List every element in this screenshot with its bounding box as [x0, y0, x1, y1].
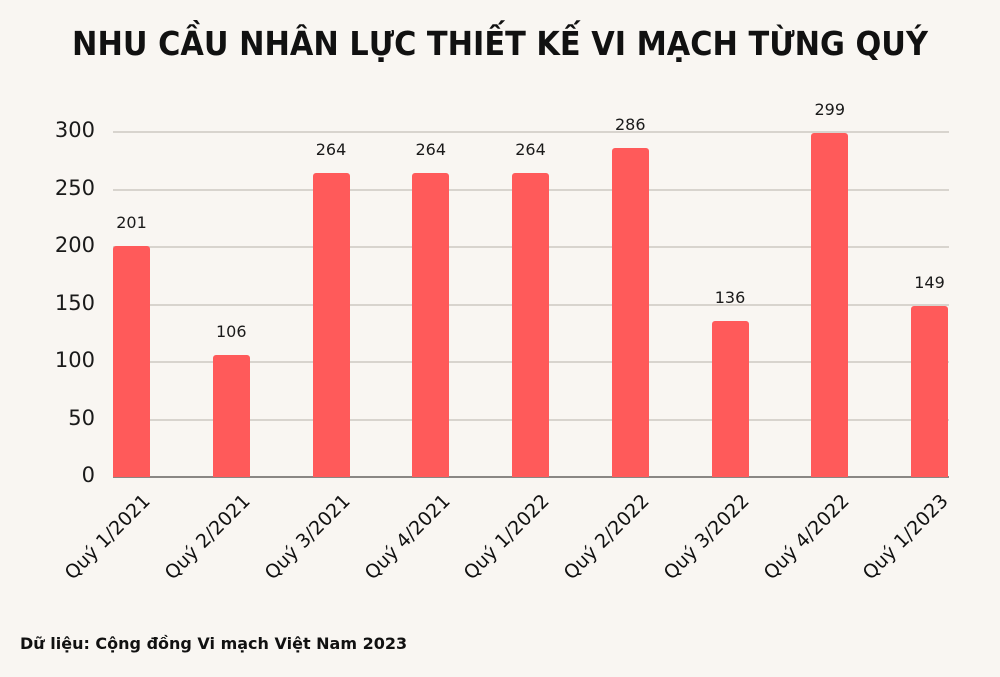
x-axis-category-label: Quý 3/2021 — [260, 490, 355, 585]
y-axis-tick-label: 0 — [81, 463, 95, 487]
bar — [711, 320, 749, 477]
x-axis-category-label: Quý 1/2023 — [858, 490, 954, 585]
bar — [512, 173, 549, 477]
y-axis-tick-label: 50 — [68, 405, 95, 430]
bar — [412, 173, 450, 477]
bar — [911, 305, 948, 477]
x-axis-category-label: Quý 1/2021 — [60, 490, 156, 585]
bar — [212, 355, 250, 477]
x-axis-category-label: Quý 4/2022 — [759, 490, 854, 585]
bar — [312, 173, 350, 477]
y-axis-tick-label: 100 — [54, 348, 95, 372]
bar — [611, 148, 649, 477]
x-axis-category-label: Quý 1/2022 — [459, 490, 555, 585]
y-axis-tick-label: 150 — [54, 290, 95, 315]
bar — [113, 245, 150, 477]
gridline — [113, 131, 949, 133]
x-axis-category-label: Quý 4/2021 — [360, 490, 455, 585]
x-axis-category-label: Quý 2/2022 — [559, 490, 654, 585]
bar-value-label: 201 — [116, 212, 147, 232]
chart-title: NHU CẦU NHÂN LỰC THIẾT KẾ VI MẠCH TỪNG Q… — [72, 24, 928, 63]
data-source-note: Dữ liệu: Cộng đồng Vi mạch Việt Nam 2023 — [20, 634, 408, 653]
y-axis-tick-label: 200 — [54, 233, 95, 257]
bar-value-label: 299 — [814, 100, 846, 120]
bar-value-label: 264 — [315, 140, 347, 160]
x-axis-category-label: Quý 3/2022 — [659, 490, 754, 585]
x-axis-category-label: Quý 2/2021 — [160, 490, 255, 585]
bar-value-label: 286 — [614, 115, 646, 135]
bar-value-label: 149 — [914, 272, 945, 292]
y-axis-tick-label: 300 — [54, 118, 95, 142]
bar-value-label: 136 — [714, 287, 746, 307]
bar-value-label: 106 — [215, 322, 247, 342]
x-axis-line — [113, 476, 949, 478]
bar-value-label: 264 — [515, 140, 546, 160]
bar-value-label: 264 — [415, 140, 447, 160]
y-axis-tick-label: 250 — [54, 175, 95, 200]
bar — [811, 133, 849, 477]
